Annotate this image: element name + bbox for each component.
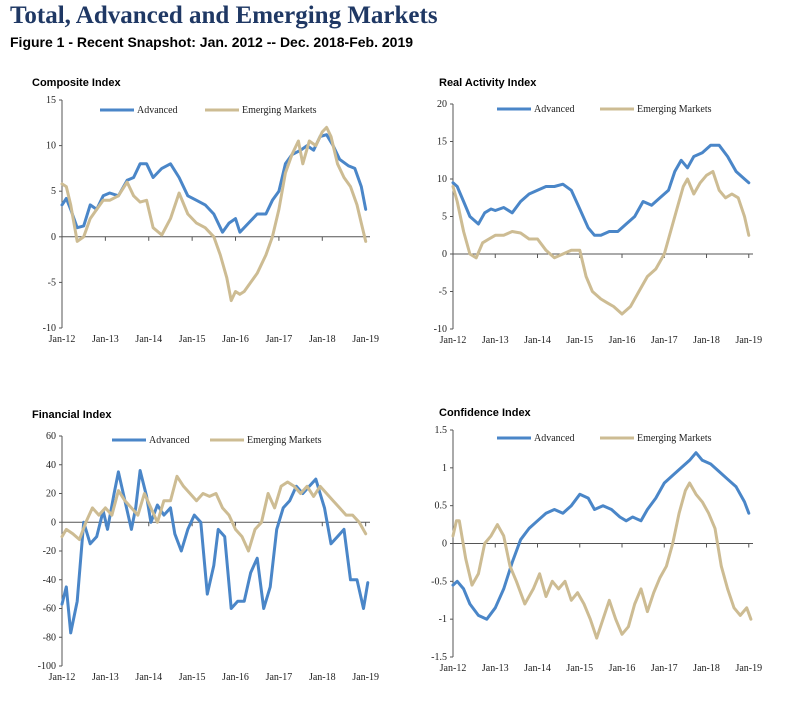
x-tick-label: Jan-14 xyxy=(524,335,551,346)
y-tick-label: 1.5 xyxy=(435,425,448,436)
y-tick-label: 0 xyxy=(442,539,447,550)
x-tick-label: Jan-14 xyxy=(135,334,162,345)
y-tick-label: 15 xyxy=(46,95,56,106)
x-tick-label: Jan-12 xyxy=(49,672,76,683)
main-title: Total, Advanced and Emerging Markets xyxy=(10,2,438,29)
y-tick-label: 20 xyxy=(46,489,56,500)
legend-label: Advanced xyxy=(534,104,575,115)
x-tick-label: Jan-15 xyxy=(566,663,593,674)
y-tick-label: 5 xyxy=(51,186,56,197)
chart-title: Confidence Index xyxy=(439,407,532,419)
x-tick-label: Jan-18 xyxy=(693,663,720,674)
x-tick-label: Jan-19 xyxy=(735,663,762,674)
y-tick-label: 10 xyxy=(437,174,447,185)
series-line-advanced xyxy=(60,469,370,635)
x-tick-label: Jan-14 xyxy=(524,663,551,674)
y-tick-label: -1 xyxy=(439,614,447,625)
y-tick-label: 10 xyxy=(46,141,56,152)
legend-label: Emerging Markets xyxy=(637,104,712,115)
chart-title: Real Activity Index xyxy=(439,77,537,89)
x-tick-label: Jan-13 xyxy=(482,335,509,346)
y-tick-label: 15 xyxy=(437,137,447,148)
x-tick-label: Jan-15 xyxy=(566,335,593,346)
series-line-advanced xyxy=(451,143,751,237)
y-tick-label: 1 xyxy=(442,463,447,474)
x-tick-label: Jan-16 xyxy=(222,334,249,345)
x-tick-label: Jan-13 xyxy=(92,672,119,683)
x-tick-label: Jan-19 xyxy=(735,335,762,346)
series-line-emerging-markets xyxy=(451,481,753,640)
y-tick-label: -60 xyxy=(43,604,56,615)
x-tick-label: Jan-18 xyxy=(693,335,720,346)
y-tick-label: -40 xyxy=(43,575,56,586)
series-line-emerging-markets xyxy=(60,125,368,303)
series-line-emerging-markets xyxy=(451,170,751,316)
x-tick-label: Jan-15 xyxy=(179,334,206,345)
chart-title: Financial Index xyxy=(32,409,112,421)
series-line-advanced xyxy=(451,451,751,621)
y-tick-label: 0.5 xyxy=(435,501,448,512)
x-tick-label: Jan-17 xyxy=(651,335,678,346)
x-tick-label: Jan-17 xyxy=(651,663,678,674)
x-tick-label: Jan-18 xyxy=(309,334,336,345)
legend-label: Advanced xyxy=(137,105,178,116)
y-tick-label: -5 xyxy=(439,287,447,298)
y-tick-label: 0 xyxy=(51,232,56,243)
x-tick-label: Jan-16 xyxy=(609,663,636,674)
legend-label: Emerging Markets xyxy=(242,105,317,116)
figure-subtitle: Figure 1 - Recent Snapshot: Jan. 2012 --… xyxy=(10,34,414,50)
x-tick-label: Jan-14 xyxy=(135,672,162,683)
legend-label: Emerging Markets xyxy=(247,435,322,446)
x-tick-label: Jan-19 xyxy=(352,672,379,683)
y-tick-label: -80 xyxy=(43,632,56,643)
x-tick-label: Jan-19 xyxy=(352,334,379,345)
y-tick-label: -10 xyxy=(43,323,56,334)
y-tick-label: -10 xyxy=(434,324,447,335)
confidence-index-chart: Confidence Index 1.5 1 0.5 0 -0.5 -1 -1.5Jan-12… xyxy=(431,407,762,674)
legend-label: Emerging Markets xyxy=(637,433,712,444)
x-tick-label: Jan-12 xyxy=(49,334,76,345)
financial-index-chart: Financial Index6040200-20-40-60-80-100Ja… xyxy=(32,409,379,683)
series-line-emerging-markets xyxy=(60,474,368,553)
x-tick-label: Jan-13 xyxy=(482,663,509,674)
x-tick-label: Jan-18 xyxy=(309,672,336,683)
x-tick-label: Jan-13 xyxy=(92,334,119,345)
x-tick-label: Jan-17 xyxy=(266,672,293,683)
x-tick-label: Jan-12 xyxy=(440,335,467,346)
y-tick-label: 20 xyxy=(437,99,447,110)
x-tick-label: Jan-12 xyxy=(440,663,467,674)
x-tick-label: Jan-16 xyxy=(609,335,636,346)
x-tick-label: Jan-17 xyxy=(266,334,293,345)
legend-label: Advanced xyxy=(534,433,575,444)
y-tick-label: 40 xyxy=(46,460,56,471)
y-tick-label: 5 xyxy=(442,212,447,223)
x-tick-label: Jan-16 xyxy=(222,672,249,683)
y-tick-label: -5 xyxy=(48,277,56,288)
series-line-advanced xyxy=(60,133,368,234)
x-tick-label: Jan-15 xyxy=(179,672,206,683)
y-tick-label: -1.5 xyxy=(431,652,447,663)
y-tick-label: -100 xyxy=(38,661,56,672)
y-tick-label: -0.5 xyxy=(431,576,447,587)
legend-label: Advanced xyxy=(149,435,190,446)
chart-title: Composite Index xyxy=(32,77,122,89)
y-tick-label: 0 xyxy=(442,249,447,260)
y-tick-label: -20 xyxy=(43,546,56,557)
y-tick-label: 0 xyxy=(51,517,56,528)
y-tick-label: 60 xyxy=(46,431,56,442)
